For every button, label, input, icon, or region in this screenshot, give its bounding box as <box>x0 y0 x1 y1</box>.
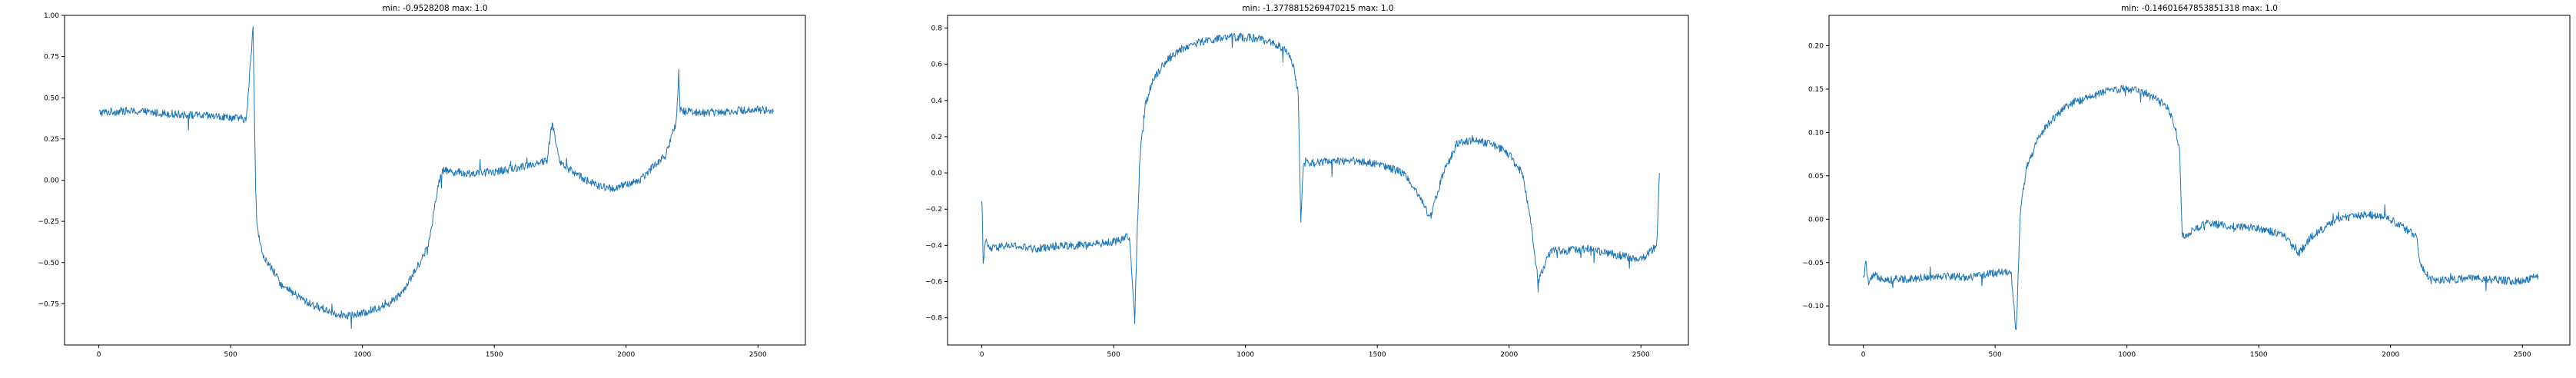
subplot-2: min: -1.3778815269470215 max: 1.0 0 500 100… <box>925 4 1689 359</box>
chart-title: min: -0.14601647853851318 max: 1.0 <box>2121 4 2278 13</box>
plot-frame <box>1828 15 2571 346</box>
y-tick-label: 0.20 <box>1808 43 1824 51</box>
x-tick-label: 1500 <box>486 351 503 359</box>
x-tick-label: 500 <box>224 351 237 359</box>
y-tick-label: 0.00 <box>1808 216 1824 224</box>
chart-title: min: -0.9528208 max: 1.0 <box>382 4 487 13</box>
x-tick-label: 1000 <box>2118 351 2136 359</box>
y-tick-label: 0.0 <box>931 170 943 177</box>
y-tick-label: −0.6 <box>925 279 942 287</box>
y-tick-label: −0.4 <box>925 242 942 250</box>
plot-frame <box>947 15 1689 346</box>
x-tick-label: 1500 <box>2250 351 2268 359</box>
x-tick-label: 2500 <box>749 351 767 359</box>
x-tick-label: 500 <box>1989 351 2002 359</box>
series-line <box>98 26 774 330</box>
y-tick-label: 0.15 <box>1808 86 1824 94</box>
series-line <box>981 32 1660 324</box>
y-tick-label: 0.2 <box>931 134 942 141</box>
y-tick-label: 0.10 <box>1808 129 1824 137</box>
y-tick-label: −0.2 <box>925 206 942 214</box>
y-tick-label: −0.8 <box>925 315 942 323</box>
chart-title: min: -1.3778815269470215 max: 1.0 <box>1242 4 1393 13</box>
x-tick-label: 0 <box>1861 351 1866 359</box>
y-tick-label: 1.00 <box>44 12 59 20</box>
y-tick-label: −0.05 <box>1802 260 1824 267</box>
y-tick-label: 0.6 <box>931 61 943 69</box>
x-tick-label: 1000 <box>1237 351 1254 359</box>
subplot-3: min: -0.14601647853851318 max: 1.0 0 500 10… <box>1802 4 2571 359</box>
y-tick-label: 0.25 <box>44 136 59 144</box>
x-tick-label: 2500 <box>1632 351 1650 359</box>
x-tick-label: 2000 <box>2382 351 2399 359</box>
x-tick-label: 0 <box>97 351 101 359</box>
x-tick-label: 2500 <box>2514 351 2531 359</box>
y-tick-label: 0.05 <box>1808 173 1824 181</box>
subplot-1: min: -0.9528208 max: 1.0 0 500 1000 1500 2000… <box>38 4 806 359</box>
y-tick-label: −0.25 <box>38 218 59 226</box>
y-tick-label: 0.00 <box>44 177 59 185</box>
x-tick-label: 2000 <box>1500 351 1518 359</box>
y-tick-label: −0.75 <box>38 300 59 308</box>
x-tick-label: 500 <box>1107 351 1120 359</box>
y-tick-label: 0.75 <box>44 54 59 61</box>
y-tick-label: 0.4 <box>931 98 943 105</box>
y-tick-label: −0.50 <box>38 260 59 267</box>
y-tick-label: 0.50 <box>44 94 59 102</box>
plot-frame <box>64 15 806 346</box>
x-tick-label: 1500 <box>1369 351 1386 359</box>
y-tick-label: 0.8 <box>931 25 943 33</box>
y-tick-label: −0.10 <box>1802 303 1824 310</box>
series-line <box>1863 85 2539 330</box>
x-tick-label: 2000 <box>617 351 635 359</box>
x-tick-label: 1000 <box>354 351 371 359</box>
x-tick-label: 0 <box>980 351 984 359</box>
